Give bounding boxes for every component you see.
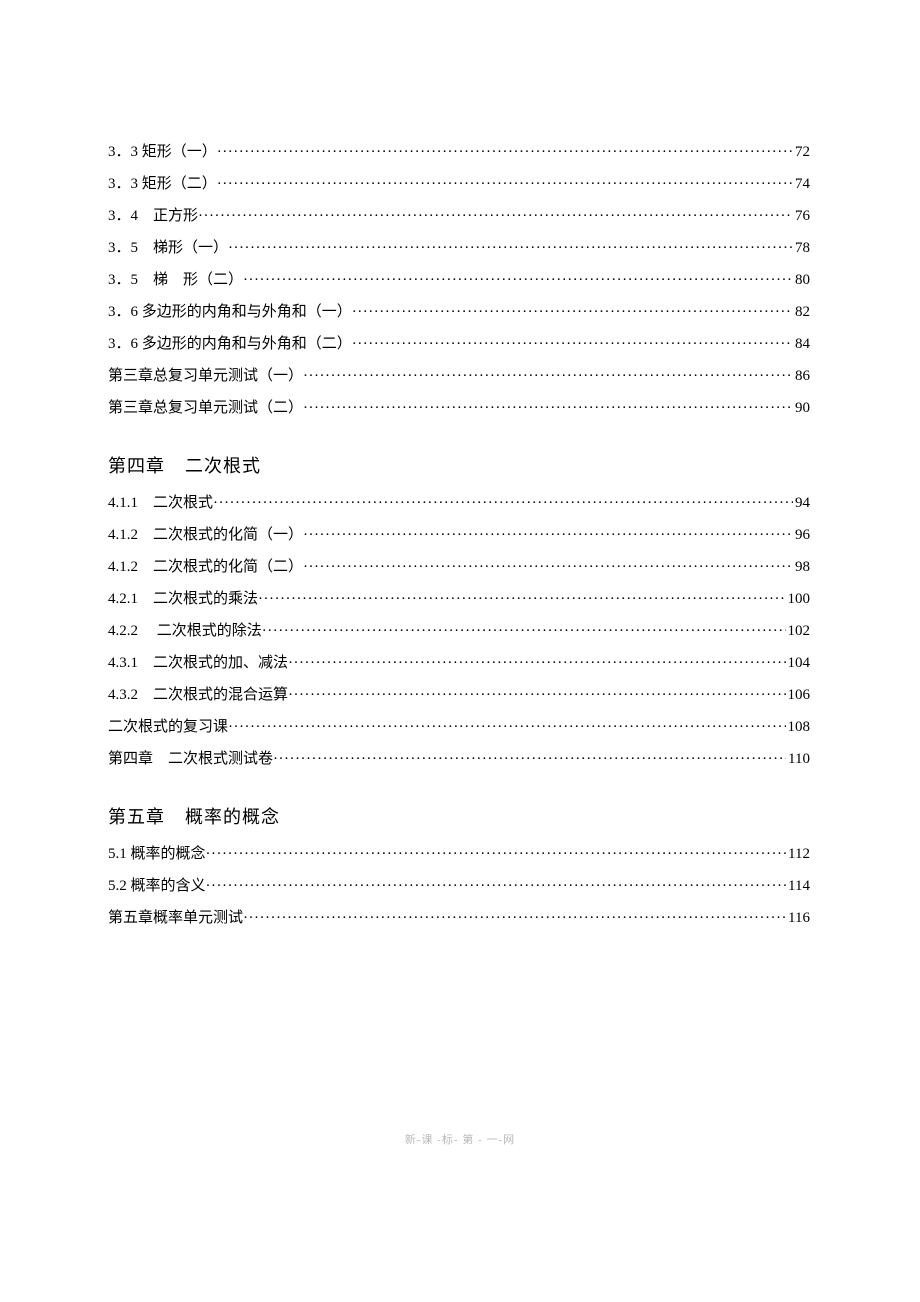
toc-page: 116 <box>786 906 810 930</box>
toc-label: 第四章 二次根式测试卷 <box>108 747 273 771</box>
toc-entry: 5.1 概率的概念 112 <box>108 842 810 866</box>
toc-leader <box>243 906 786 930</box>
toc-label: 5.2 概率的含义 <box>108 874 206 898</box>
toc-leader <box>288 651 785 675</box>
toc-entry: 4.1.1 二次根式 94 <box>108 491 810 515</box>
toc-leader <box>352 300 793 324</box>
toc-entry: 4.2.2 二次根式的除法 102 <box>108 619 810 643</box>
toc-page: 100 <box>786 587 811 611</box>
toc-label: 3．6 多边形的内角和与外角和（一） <box>108 300 352 324</box>
toc-page: 102 <box>786 619 811 643</box>
toc-label: 4.2.1 二次根式的乘法 <box>108 587 258 611</box>
toc-label: 第三章总复习单元测试（一） <box>108 364 303 388</box>
toc-leader <box>243 268 793 292</box>
toc-entry: 第三章总复习单元测试（二） 90 <box>108 396 810 420</box>
toc-label: 4.3.1 二次根式的加、减法 <box>108 651 288 675</box>
toc-label: 3．5 梯形（一） <box>108 236 228 260</box>
toc-entry: 3．6 多边形的内角和与外角和（二） 84 <box>108 332 810 356</box>
toc-label: 二次根式的复习课 <box>108 715 228 739</box>
toc-entry: 3．4 正方形 76 <box>108 204 810 228</box>
toc-label: 4.1.2 二次根式的化简（二） <box>108 555 303 579</box>
toc-leader <box>228 715 785 739</box>
toc-page: 82 <box>793 300 810 324</box>
toc-leader <box>198 204 793 228</box>
toc-page: 110 <box>786 747 810 771</box>
toc-page: 114 <box>786 874 810 898</box>
toc-leader <box>213 491 793 515</box>
toc-entry: 3．6 多边形的内角和与外角和（一） 82 <box>108 300 810 324</box>
toc-leader <box>217 172 793 196</box>
toc-section-ch5: 第五章概率的概念 5.1 概率的概念 112 5.2 概率的含义 114 第五章… <box>108 803 810 930</box>
chapter-name: 二次根式 <box>185 456 261 476</box>
toc-entry: 4.1.2 二次根式的化简（一） 96 <box>108 523 810 547</box>
toc-section-ch4: 第四章二次根式 4.1.1 二次根式 94 4.1.2 二次根式的化简（一） 9… <box>108 452 810 771</box>
toc-page: 90 <box>793 396 810 420</box>
toc-entry: 3．3 矩形（一） 72 <box>108 140 810 164</box>
toc-leader <box>288 683 785 707</box>
toc-entry: 第四章 二次根式测试卷 110 <box>108 747 810 771</box>
footer-watermark: 新-课 -标- 第 - 一-网 <box>0 1132 920 1150</box>
toc-entry: 5.2 概率的含义 114 <box>108 874 810 898</box>
toc-page: 86 <box>793 364 810 388</box>
toc-label: 4.2.2 二次根式的除法 <box>108 619 262 643</box>
chapter-title-ch5: 第五章概率的概念 <box>108 803 810 832</box>
toc-label: 3．4 正方形 <box>108 204 198 228</box>
toc-entry: 第五章概率单元测试 116 <box>108 906 810 930</box>
toc-leader <box>262 619 786 643</box>
toc-page: 94 <box>793 491 810 515</box>
toc-label: 3．5 梯 形（二） <box>108 268 243 292</box>
toc-leader <box>206 874 787 898</box>
toc-page: 84 <box>793 332 810 356</box>
chapter-name: 概率的概念 <box>185 807 280 827</box>
toc-entry: 4.2.1 二次根式的乘法 100 <box>108 587 810 611</box>
toc-leader <box>303 364 793 388</box>
toc-entry: 4.3.2 二次根式的混合运算 106 <box>108 683 810 707</box>
toc-page: 72 <box>793 140 810 164</box>
toc-entry: 3．5 梯 形（二） 80 <box>108 268 810 292</box>
toc-leader <box>228 236 793 260</box>
toc-page: 80 <box>793 268 810 292</box>
toc-leader <box>206 842 787 866</box>
toc-leader <box>303 396 793 420</box>
toc-page: 112 <box>786 842 810 866</box>
toc-leader <box>303 555 793 579</box>
toc-label: 3．3 矩形（二） <box>108 172 217 196</box>
toc-label: 5.1 概率的概念 <box>108 842 206 866</box>
toc-entry: 3．5 梯形（一） 78 <box>108 236 810 260</box>
toc-page: 108 <box>786 715 811 739</box>
toc-leader <box>258 587 785 611</box>
toc-entry: 4.1.2 二次根式的化简（二） 98 <box>108 555 810 579</box>
toc-leader <box>273 747 786 771</box>
toc-page: 74 <box>793 172 810 196</box>
toc-entry: 4.3.1 二次根式的加、减法 104 <box>108 651 810 675</box>
toc-page: 98 <box>793 555 810 579</box>
toc-page: 96 <box>793 523 810 547</box>
toc-leader <box>303 523 793 547</box>
toc-page: 78 <box>793 236 810 260</box>
toc-page: 106 <box>786 683 811 707</box>
toc-section-ch3: 3．3 矩形（一） 72 3．3 矩形（二） 74 3．4 正方形 76 3．5… <box>108 140 810 420</box>
toc-entry: 3．3 矩形（二） 74 <box>108 172 810 196</box>
toc-label: 3．3 矩形（一） <box>108 140 217 164</box>
toc-leader <box>352 332 793 356</box>
toc-page: 76 <box>793 204 810 228</box>
toc-label: 4.1.1 二次根式 <box>108 491 213 515</box>
chapter-title-ch4: 第四章二次根式 <box>108 452 810 481</box>
toc-page: 104 <box>786 651 811 675</box>
toc-label: 第五章概率单元测试 <box>108 906 243 930</box>
toc-label: 第三章总复习单元测试（二） <box>108 396 303 420</box>
toc-leader <box>217 140 793 164</box>
chapter-num: 第四章 <box>108 456 165 476</box>
toc-label: 4.3.2 二次根式的混合运算 <box>108 683 288 707</box>
toc-entry: 第三章总复习单元测试（一） 86 <box>108 364 810 388</box>
toc-entry: 二次根式的复习课 108 <box>108 715 810 739</box>
toc-label: 4.1.2 二次根式的化简（一） <box>108 523 303 547</box>
chapter-num: 第五章 <box>108 807 165 827</box>
toc-label: 3．6 多边形的内角和与外角和（二） <box>108 332 352 356</box>
